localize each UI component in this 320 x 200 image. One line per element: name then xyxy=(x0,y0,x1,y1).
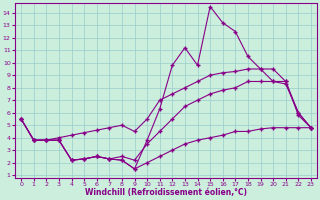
X-axis label: Windchill (Refroidissement éolien,°C): Windchill (Refroidissement éolien,°C) xyxy=(85,188,247,197)
